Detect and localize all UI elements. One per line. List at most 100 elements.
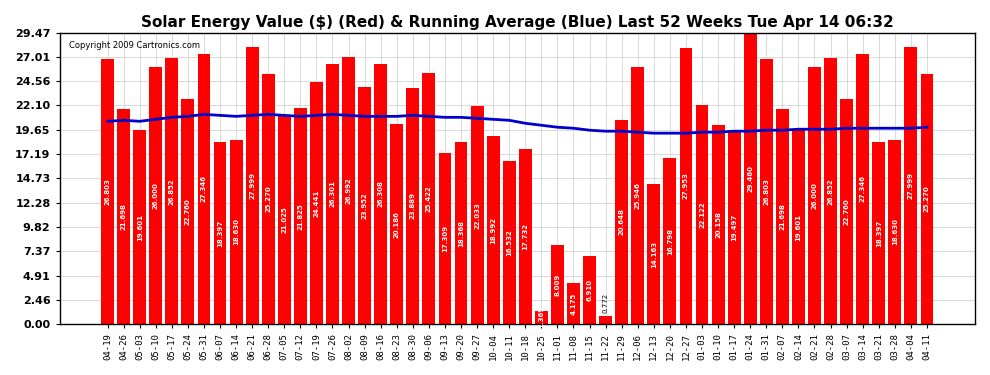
Text: 21.698: 21.698	[121, 203, 127, 230]
Bar	[230, 140, 243, 324]
Bar	[470, 106, 483, 324]
Text: 26.000: 26.000	[812, 182, 818, 209]
Text: 0.772: 0.772	[603, 293, 609, 314]
Bar	[117, 110, 130, 324]
Text: 25.270: 25.270	[265, 186, 271, 213]
Text: 22.122: 22.122	[699, 201, 705, 228]
Bar	[905, 47, 918, 324]
Bar	[583, 256, 596, 324]
Bar	[647, 184, 660, 324]
Bar	[792, 130, 805, 324]
Bar	[165, 58, 178, 324]
Bar	[535, 310, 547, 324]
Bar	[358, 87, 371, 324]
Bar	[760, 59, 773, 324]
Bar	[615, 120, 628, 324]
Text: 21.698: 21.698	[779, 203, 785, 230]
Bar	[567, 283, 580, 324]
Text: 27.346: 27.346	[201, 176, 207, 202]
Text: 27.999: 27.999	[249, 172, 255, 199]
Bar	[149, 67, 162, 324]
Bar	[407, 88, 419, 324]
Bar	[551, 245, 564, 324]
Text: 4.175: 4.175	[570, 292, 576, 315]
Bar	[743, 33, 756, 324]
Bar	[679, 48, 692, 324]
Text: 26.992: 26.992	[346, 177, 351, 204]
Bar	[454, 142, 467, 324]
Text: 26.852: 26.852	[169, 178, 175, 205]
Text: 22.760: 22.760	[843, 198, 849, 225]
Text: 19.601: 19.601	[795, 214, 802, 241]
Text: 26.000: 26.000	[152, 182, 158, 209]
Text: 17.309: 17.309	[442, 225, 447, 252]
Bar	[856, 54, 869, 324]
Text: 29.460: 29.460	[747, 165, 753, 192]
Bar	[101, 59, 114, 324]
Title: Solar Energy Value ($) (Red) & Running Average (Blue) Last 52 Weeks Tue Apr 14 0: Solar Energy Value ($) (Red) & Running A…	[141, 15, 894, 30]
Text: 19.497: 19.497	[732, 214, 738, 241]
Bar	[696, 105, 709, 324]
Bar	[599, 316, 612, 324]
Bar	[728, 131, 741, 324]
Bar	[888, 140, 901, 324]
Text: 26.308: 26.308	[378, 180, 384, 207]
Text: 20.158: 20.158	[715, 211, 721, 238]
Bar	[181, 99, 194, 324]
Bar	[841, 99, 853, 324]
Bar	[503, 160, 516, 324]
Bar	[343, 57, 355, 324]
Text: 20.648: 20.648	[619, 209, 625, 236]
Bar	[310, 82, 323, 324]
Text: 26.301: 26.301	[330, 181, 336, 207]
Text: 8.009: 8.009	[554, 273, 560, 296]
Bar	[921, 74, 934, 324]
Bar	[776, 110, 789, 324]
Bar	[808, 67, 821, 324]
Text: 17.732: 17.732	[523, 223, 529, 250]
Text: 20.186: 20.186	[394, 211, 400, 238]
Text: 18.397: 18.397	[876, 219, 882, 247]
Bar	[134, 130, 147, 324]
Text: 18.368: 18.368	[458, 220, 464, 247]
Text: 14.163: 14.163	[650, 240, 656, 268]
Bar	[294, 108, 307, 324]
Text: 23.952: 23.952	[361, 192, 367, 219]
Text: 27.346: 27.346	[859, 176, 865, 202]
Text: 16.798: 16.798	[667, 228, 673, 255]
Text: 21.825: 21.825	[297, 203, 303, 229]
Text: 18.992: 18.992	[490, 217, 496, 244]
Text: 16.532: 16.532	[506, 229, 512, 256]
Bar	[423, 73, 436, 324]
Bar	[712, 124, 725, 324]
Text: 22.760: 22.760	[185, 198, 191, 225]
Bar	[663, 158, 676, 324]
Bar	[326, 64, 339, 324]
Bar	[278, 116, 291, 324]
Text: 23.889: 23.889	[410, 192, 416, 219]
Bar	[246, 47, 258, 324]
Text: 18.397: 18.397	[217, 219, 223, 247]
Text: Copyright 2009 Cartronics.com: Copyright 2009 Cartronics.com	[68, 41, 200, 50]
Text: 27.999: 27.999	[908, 172, 914, 199]
Text: 25.946: 25.946	[635, 182, 641, 209]
Text: 1.369: 1.369	[539, 306, 545, 328]
Text: 25.270: 25.270	[924, 186, 930, 213]
Text: 26.803: 26.803	[105, 178, 111, 205]
Bar	[390, 124, 403, 324]
Bar	[261, 74, 274, 324]
Text: 21.025: 21.025	[281, 207, 287, 234]
Bar	[439, 153, 451, 324]
Bar	[214, 142, 227, 324]
Text: 22.033: 22.033	[474, 202, 480, 228]
Text: 18.630: 18.630	[233, 219, 240, 246]
Text: 6.910: 6.910	[586, 279, 593, 301]
Text: 25.422: 25.422	[426, 185, 432, 212]
Text: 19.601: 19.601	[137, 214, 143, 241]
Text: 18.630: 18.630	[892, 219, 898, 246]
Text: 27.953: 27.953	[683, 172, 689, 199]
Bar	[487, 136, 500, 324]
Bar	[374, 64, 387, 324]
Bar	[872, 142, 885, 324]
Text: 24.441: 24.441	[314, 189, 320, 217]
